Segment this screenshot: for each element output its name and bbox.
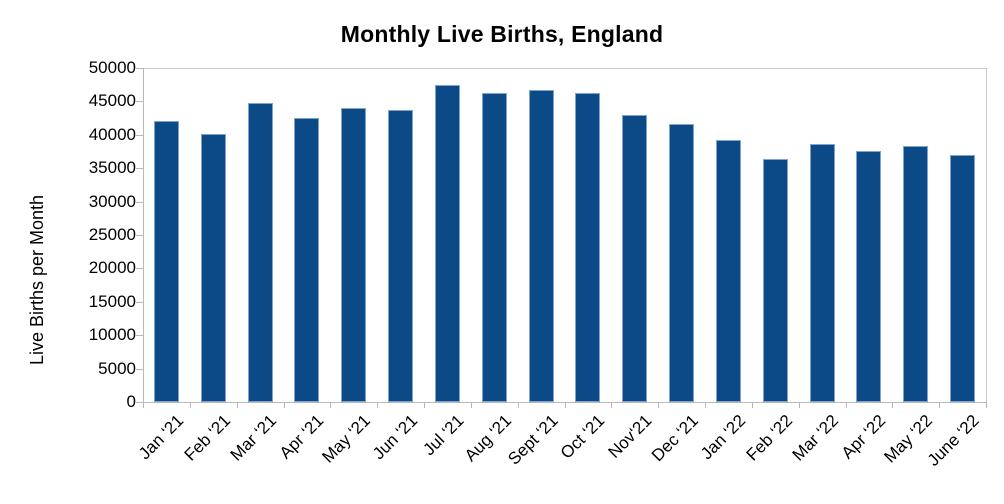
y-tick-mark [136,101,143,103]
x-tick-mark [143,402,144,408]
y-tick-label: 30000 [88,191,136,211]
y-tick-mark [136,235,143,236]
x-axis-label-oct-21: Oct ‘21 [556,411,609,463]
bar-dec-21 [669,124,695,402]
x-tick-mark [564,402,566,408]
bar-sept-21 [528,90,554,402]
chart-title: Monthly Live Births, England [340,21,664,47]
x-axis-label-feb-22: Feb ‘22 [742,411,796,465]
bar-apr-21 [294,118,320,402]
bar-oct-21 [575,93,601,402]
bar-may-21 [341,108,367,402]
bar-feb-21 [200,134,226,402]
y-tick-mark [136,301,143,303]
bar-jul-21 [434,84,460,402]
y-tick-mark [136,168,143,170]
x-axis-label-jan-21: Jan ‘21 [134,411,187,464]
x-axis-label-dec-21: Dec ‘21 [647,411,703,466]
y-tick-label: 5000 [98,358,136,378]
x-tick-mark [611,402,613,408]
x-axis-label-jun-21: Jun ‘21 [368,411,422,464]
x-tick-mark [658,402,660,408]
x-axis-label-jan-22: Jan ‘22 [696,411,749,464]
x-tick-mark [424,402,425,408]
x-tick-mark [283,402,285,408]
bar-may-22 [903,145,929,402]
x-tick-mark [705,402,706,408]
y-tick-label: 35000 [88,158,136,178]
x-axis-label-may-21: May ‘21 [318,411,375,467]
bar-nov-21 [622,115,648,402]
x-tick-mark [986,402,987,408]
x-tick-mark [330,402,332,408]
y-tick-label: 45000 [88,91,136,111]
y-tick-mark [136,368,143,370]
y-axis-title: Live Births per Month [27,194,47,366]
x-tick-mark [470,402,472,408]
bar-june-22 [950,154,976,402]
x-tick-mark [939,402,941,408]
bar-jun-21 [388,110,414,402]
x-axis-label-sept-21: Sept ‘21 [503,411,562,469]
y-tick-mark [136,68,143,69]
x-axis-label-june-22: June ‘22 [924,411,984,470]
y-tick-label: 20000 [88,258,136,278]
bar-mar-21 [247,103,273,402]
y-tick-label: 0 [126,392,136,411]
bar-apr-22 [856,150,882,402]
x-tick-mark [892,402,894,408]
plot-right-border [986,68,987,402]
y-tick-label: 50000 [88,58,136,77]
y-tick-mark [136,402,143,403]
y-tick-mark [136,201,143,203]
x-tick-mark [236,402,238,408]
x-tick-mark [751,402,753,408]
bar-mar-22 [809,143,835,402]
x-axis-label-mar-21: Mar ‘21 [227,411,281,465]
y-tick-mark [136,268,143,270]
bar-aug-21 [481,93,507,402]
x-tick-mark [189,402,191,408]
y-axis-line [143,68,144,402]
bar-jan-22 [715,139,741,402]
y-tick-label: 25000 [88,225,136,244]
x-tick-mark [798,402,800,408]
x-tick-mark [377,402,379,408]
x-axis-label-feb-21: Feb ‘21 [180,411,234,465]
y-tick-mark [136,335,143,337]
x-axis-label-nov-21: Nov‘21 [604,411,656,462]
y-tick-label: 10000 [88,325,136,345]
bar-jan-21 [153,121,179,402]
plot-top-border [143,68,986,69]
x-tick-mark [845,402,847,408]
x-axis-label-mar-22: Mar ‘22 [789,411,843,465]
y-tick-label: 15000 [88,291,136,311]
x-tick-mark [517,402,519,408]
x-axis-line [136,402,986,403]
bar-feb-22 [762,158,788,402]
y-tick-mark [136,134,143,136]
y-tick-label: 40000 [88,124,136,144]
